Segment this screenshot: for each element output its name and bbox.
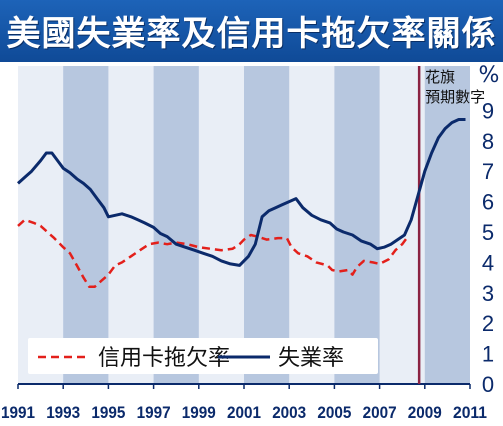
y-tick-label: 0 xyxy=(482,372,494,397)
x-tick-label: 2009 xyxy=(408,403,442,422)
x-tick-label: 2003 xyxy=(272,403,306,422)
x-tick-label: 2011 xyxy=(453,403,487,422)
forecast-annotation-line1: 花旗 xyxy=(425,68,455,86)
x-tick-label: 2001 xyxy=(227,403,261,422)
year-band xyxy=(244,66,290,384)
forecast-annotation-line2: 預期數字 xyxy=(425,88,485,106)
year-band xyxy=(63,66,109,384)
y-tick-label: 9 xyxy=(482,98,494,123)
x-tick-label: 2007 xyxy=(363,403,397,422)
x-tick-label: 1993 xyxy=(46,403,80,422)
title-bar: 美國失業率及信用卡拖欠率關係 xyxy=(0,0,503,62)
year-band xyxy=(334,66,380,384)
unemployment-line xyxy=(16,118,466,267)
chart-title: 美國失業率及信用卡拖欠率關係 xyxy=(6,14,497,54)
y-tick-label: 6 xyxy=(482,190,494,215)
x-tick-label: 1999 xyxy=(182,403,216,422)
x-tick-label: 1995 xyxy=(91,403,125,422)
y-tick-label: 7 xyxy=(482,159,494,184)
y-tick-label: 1 xyxy=(482,342,494,367)
x-tick-label: 1991 xyxy=(1,403,35,422)
x-tick-label: 1997 xyxy=(137,403,171,422)
year-band xyxy=(424,66,470,384)
x-tick-label: 2005 xyxy=(317,403,351,422)
legend-delinquency-label: 信用卡拖欠率 xyxy=(98,346,230,371)
unit-label: % xyxy=(479,63,500,88)
y-tick-label: 8 xyxy=(482,129,494,154)
year-band xyxy=(153,66,199,384)
legend: 信用卡拖欠率 失業率 xyxy=(28,338,378,374)
legend-box xyxy=(28,338,378,374)
y-tick-label: 4 xyxy=(482,250,494,275)
legend-unemployment-label: 失業率 xyxy=(278,346,344,371)
delinquency-line xyxy=(17,218,409,288)
y-tick-label: 5 xyxy=(482,220,494,245)
y-tick-label: 3 xyxy=(482,281,494,306)
y-tick-label: 2 xyxy=(482,311,494,336)
